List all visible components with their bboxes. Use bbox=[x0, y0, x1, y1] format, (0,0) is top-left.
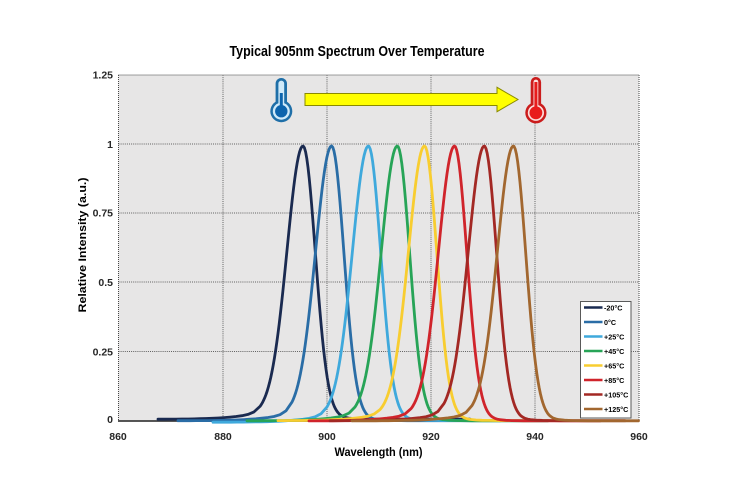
svg-text:Wavelength (nm): Wavelength (nm) bbox=[335, 445, 423, 459]
svg-text:0.75: 0.75 bbox=[93, 208, 114, 220]
svg-text:Typical 905nm Spectrum Over Te: Typical 905nm Spectrum Over Temperature bbox=[230, 44, 485, 60]
svg-text:940: 940 bbox=[526, 431, 544, 443]
svg-text:860: 860 bbox=[109, 431, 127, 443]
svg-text:960: 960 bbox=[630, 431, 648, 443]
svg-text:880: 880 bbox=[214, 431, 232, 443]
svg-text:-20°C: -20°C bbox=[604, 303, 622, 312]
svg-text:+25°C: +25°C bbox=[604, 332, 624, 341]
svg-text:920: 920 bbox=[422, 431, 440, 443]
svg-text:1.25: 1.25 bbox=[93, 70, 114, 82]
svg-text:0.5: 0.5 bbox=[98, 277, 113, 289]
svg-text:+125°C: +125°C bbox=[604, 405, 628, 414]
svg-text:900: 900 bbox=[318, 431, 336, 443]
svg-text:0.25: 0.25 bbox=[93, 347, 114, 359]
svg-text:1: 1 bbox=[107, 139, 113, 151]
svg-text:+105°C: +105°C bbox=[604, 390, 628, 399]
svg-text:0°C: 0°C bbox=[604, 318, 616, 327]
svg-text:+45°C: +45°C bbox=[604, 347, 624, 356]
svg-text:+85°C: +85°C bbox=[604, 376, 624, 385]
svg-text:0: 0 bbox=[107, 414, 113, 426]
svg-text:Relative Intensity (a.u.): Relative Intensity (a.u.) bbox=[77, 177, 89, 312]
svg-text:+65°C: +65°C bbox=[604, 361, 624, 370]
